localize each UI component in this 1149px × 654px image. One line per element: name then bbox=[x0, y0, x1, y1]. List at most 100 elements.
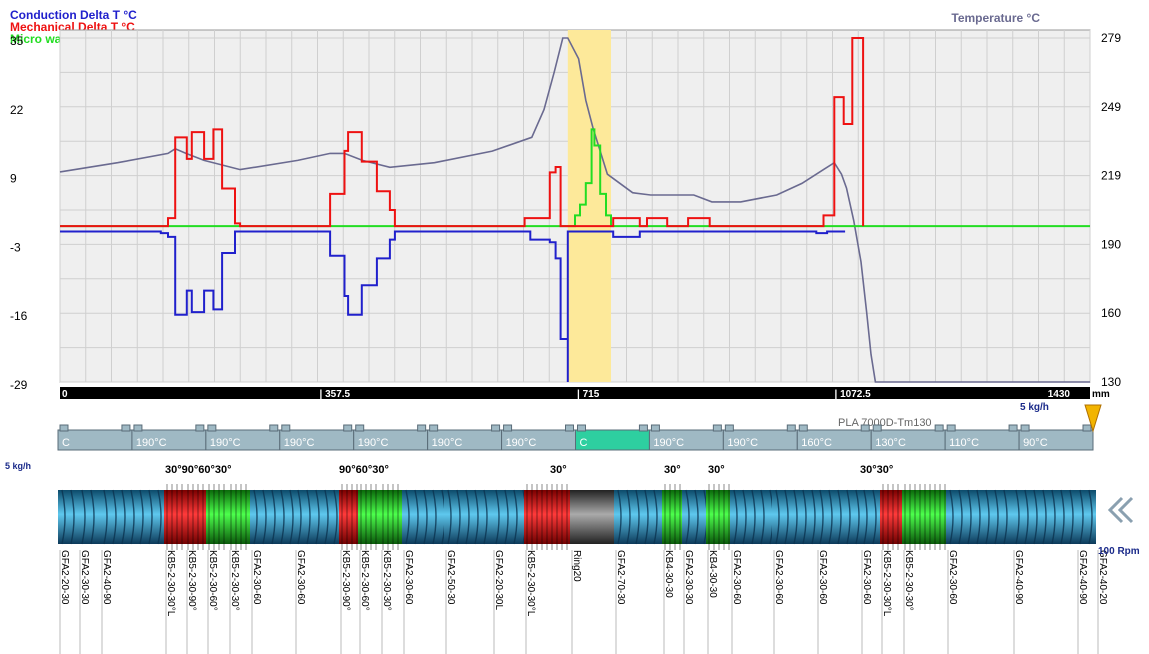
screw-element[interactable]: GFA2-30-60 bbox=[250, 489, 294, 654]
screw-element[interactable]: GFA2-70-30 bbox=[614, 489, 662, 654]
barrel-temp-label: 190°C bbox=[136, 437, 167, 449]
y-left-tick: 22 bbox=[10, 103, 24, 117]
barrel-zone[interactable]: C bbox=[575, 424, 650, 451]
screw-element[interactable]: KB5-2-30-30° bbox=[380, 484, 402, 654]
y-right-tick: 130 bbox=[1101, 375, 1121, 389]
screw-element-label: GFA2-40-20 bbox=[1097, 550, 1108, 605]
barrel-zone[interactable]: 190°C bbox=[427, 424, 503, 451]
screw-element[interactable]: KB4-30-30 bbox=[662, 484, 682, 654]
y-left-tick: 9 bbox=[10, 172, 17, 186]
screw-element-label: KB5-2-30-30° bbox=[381, 550, 392, 611]
screw-element[interactable]: KB5-2-30-60° bbox=[206, 484, 228, 654]
screw-element[interactable]: GFA2-30-60 bbox=[860, 489, 880, 654]
screw-element[interactable]: KB5-2-30-30°L bbox=[164, 484, 185, 654]
screw-element-label: KB5-2-30-60° bbox=[359, 550, 370, 611]
screw-element[interactable]: KB4-30-30 bbox=[706, 484, 730, 654]
screw-element[interactable]: GFA2-20-30 bbox=[58, 489, 78, 654]
screw-element[interactable]: Ring20 bbox=[570, 490, 614, 654]
screw-element-label: GFA2-30-60 bbox=[817, 550, 828, 605]
barrel-zone[interactable]: 190°C bbox=[353, 424, 429, 451]
kneading-angle-label: 30° bbox=[550, 464, 567, 476]
series-conduction-delta-t-c bbox=[60, 230, 846, 382]
barrel-temp-label: 190°C bbox=[727, 437, 758, 449]
barrel-temp-label: C bbox=[62, 437, 70, 449]
screw-element[interactable]: KB5-2-30-90° bbox=[339, 484, 358, 654]
x-tick: 1430 bbox=[1048, 389, 1071, 400]
barrel-temp-label: 190°C bbox=[506, 437, 537, 449]
screw-element-label: GFA2-40-90 bbox=[1013, 550, 1024, 605]
chart-series bbox=[59, 37, 1090, 383]
screw-element[interactable]: KB5-2-30-60° bbox=[358, 484, 380, 654]
y-right-tick: 219 bbox=[1101, 169, 1121, 183]
screw-element-label: GFA2-40-90 bbox=[1077, 550, 1088, 605]
barrel-zones[interactable]: C 190°C 190°C 190°C 190°C 190°C 190°C C 190°C 190… bbox=[0, 403, 1149, 453]
screw-element[interactable]: KB5-2-30-90° bbox=[185, 484, 206, 654]
screw-element[interactable]: KB5-2-30-30°L bbox=[524, 484, 570, 654]
screw-element-label: GFA2-30-60 bbox=[295, 550, 306, 605]
barrel-zone[interactable]: 190°C bbox=[501, 424, 577, 451]
screw-element[interactable]: GFA2-30-30 bbox=[682, 489, 708, 654]
right-axis-title: Temperature °C bbox=[951, 11, 1040, 25]
delta-temperature-chart[interactable]: 35 22 9 -3 -16 -29 279 249 219 190 160 130 Tempera… bbox=[0, 0, 1149, 410]
screw-element-label: KB4-30-30 bbox=[707, 550, 718, 598]
barrel-zone[interactable]: 160°C bbox=[796, 424, 872, 451]
screw-element[interactable]: KB5-2-30-30° bbox=[228, 484, 250, 654]
screw-element-label: GFA2-30-30 bbox=[79, 550, 90, 605]
kneading-angle-label: 30° bbox=[708, 464, 725, 476]
screw-element[interactable]: KB5-2-30-30°L bbox=[880, 484, 902, 654]
x-tick: | 1072.5 bbox=[835, 389, 872, 400]
barrel-temp-label: C bbox=[580, 437, 588, 449]
screw-element[interactable]: GFA2-30-60 bbox=[402, 489, 446, 654]
barrel-zone[interactable]: 190°C bbox=[648, 424, 724, 451]
barrel-zone[interactable]: 110°C bbox=[944, 424, 1020, 451]
barrel-temp-label: 190°C bbox=[284, 437, 315, 449]
screw-element[interactable]: GFA2-40-20 bbox=[1097, 550, 1108, 654]
screw-element[interactable]: GFA2-30-60 bbox=[294, 489, 339, 654]
barrel-zone[interactable]: 90°C bbox=[1018, 424, 1094, 451]
screw-element[interactable]: GFA2-20-30L bbox=[492, 489, 527, 654]
screw-element[interactable]: GFA2-30-60 bbox=[946, 489, 1012, 654]
screw-element[interactable]: GFA2-40-90 bbox=[1076, 489, 1096, 654]
screw-configuration[interactable]: GFA2-20-30 GFA2-30-30 GFA2-40-90 KB5-2-30-3… bbox=[0, 454, 1149, 654]
screw-element-label: GFA2-20-30L bbox=[493, 550, 504, 610]
screw-element-label: Ring20 bbox=[571, 550, 582, 582]
barrel-temp-label: 90°C bbox=[1023, 437, 1048, 449]
screw-element[interactable]: KB5-2-30-30° bbox=[902, 484, 946, 654]
screw-element[interactable]: GFA2-30-30 bbox=[78, 489, 100, 654]
barrel-zone[interactable]: 190°C bbox=[722, 424, 798, 451]
y-right-tick: 279 bbox=[1101, 31, 1121, 45]
screw-element-label: KB5-2-30-30°L bbox=[881, 550, 892, 617]
screw-element-label: KB5-2-30-30° bbox=[903, 550, 914, 611]
screw-element-label: GFA2-30-60 bbox=[947, 550, 958, 605]
barrel-zone[interactable]: C bbox=[57, 424, 133, 451]
screw-element[interactable]: GFA2-50-30 bbox=[444, 489, 492, 654]
screw-element-label: GFA2-30-60 bbox=[773, 550, 784, 605]
screw-element[interactable]: GFA2-30-60 bbox=[816, 489, 860, 654]
series-temperature-c bbox=[59, 37, 1090, 383]
screw-element[interactable]: GFA2-30-60 bbox=[772, 489, 816, 654]
screw-element-label: GFA2-30-60 bbox=[861, 550, 872, 605]
screw-element-label: KB5-2-30-90° bbox=[186, 550, 197, 611]
x-unit: mm bbox=[1092, 389, 1110, 400]
kneading-angle-label: 30°30° bbox=[860, 464, 893, 476]
barrel-zone[interactable]: 130°C bbox=[870, 424, 946, 451]
y-left-tick: 35 bbox=[10, 34, 24, 48]
screw-element-label: GFA2-70-30 bbox=[615, 550, 626, 605]
screw-element[interactable]: GFA2-40-90 bbox=[1012, 489, 1076, 654]
feed-hopper-icon[interactable] bbox=[1084, 404, 1102, 433]
left-axis: 35 22 9 -3 -16 -29 bbox=[10, 34, 28, 392]
barrel-zone[interactable]: 190°C bbox=[205, 424, 281, 451]
screw-element[interactable]: GFA2-30-60 bbox=[730, 489, 774, 654]
x-tick: | 357.5 bbox=[320, 389, 351, 400]
barrel-zone[interactable]: 190°C bbox=[131, 424, 207, 451]
barrel-zone[interactable]: 190°C bbox=[279, 424, 355, 451]
kneading-angle-label: 30° bbox=[664, 464, 681, 476]
y-right-tick: 190 bbox=[1101, 237, 1121, 251]
screw-element[interactable]: GFA2-40-90 bbox=[100, 489, 164, 654]
barrel-temp-label: 190°C bbox=[210, 437, 241, 449]
feed-rate-label-screw: 5 kg/h bbox=[5, 461, 32, 471]
barrel-temp-label: 110°C bbox=[949, 437, 979, 449]
rewind-icon[interactable] bbox=[1107, 496, 1134, 524]
y-right-tick: 160 bbox=[1101, 306, 1121, 320]
y-left-tick: -16 bbox=[10, 309, 28, 323]
